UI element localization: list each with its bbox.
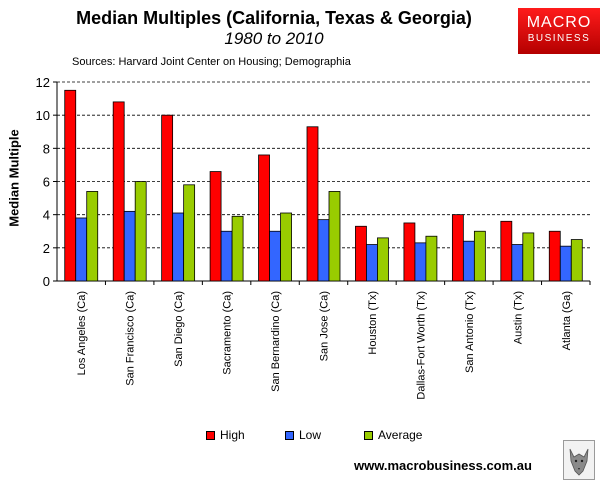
legend-item-low: Low — [285, 428, 321, 442]
x-tick-label: Sacramento (Ca) — [222, 291, 234, 375]
chart-title: Median Multiples (California, Texas & Ge… — [76, 8, 472, 28]
y-tick-label: 4 — [43, 208, 50, 223]
wolf-logo-icon — [563, 440, 595, 480]
bar-low — [414, 242, 427, 282]
sources-note: Sources: Harvard Joint Center on Housing… — [72, 56, 351, 68]
bar-low — [366, 244, 378, 282]
x-tick-label: Austin (Tx) — [512, 291, 524, 344]
y-tick-label: 8 — [43, 141, 50, 156]
x-tick-label: Houston (Tx) — [367, 291, 379, 355]
bar-average — [425, 235, 438, 282]
y-tick-label: 0 — [43, 274, 50, 289]
bar-average — [86, 191, 99, 282]
legend-label-low: Low — [299, 428, 322, 442]
bar-low — [75, 217, 88, 282]
y-tick-label: 10 — [36, 108, 50, 123]
logo-line-1: MACRO — [526, 14, 592, 31]
bar-average — [183, 184, 196, 282]
chart-subtitle: 1980 to 2010 — [224, 29, 324, 48]
x-tick-label: San Bernardino (Ca) — [270, 291, 282, 392]
bar-average — [231, 215, 244, 282]
bar-high — [112, 101, 125, 282]
bar-high — [161, 114, 174, 282]
bar-average — [522, 232, 535, 282]
y-tick-label: 2 — [43, 241, 50, 256]
website-url[interactable]: www.macrobusiness.com.au — [354, 458, 532, 473]
bar-average — [280, 212, 292, 282]
bar-high — [306, 126, 319, 282]
bar-average — [134, 181, 147, 282]
logo-line-2: BUSINESS — [527, 33, 591, 44]
bar-low — [511, 244, 524, 282]
bar-high — [355, 225, 367, 282]
legend: High Low Average — [0, 428, 606, 444]
bar-average — [328, 191, 341, 282]
x-tick-label: Dallas-Fort Worth (Tx) — [415, 291, 427, 400]
legend-swatch-low — [285, 430, 294, 440]
legend-swatch-average — [364, 430, 373, 440]
bar-high — [500, 220, 513, 282]
legend-label-high: High — [220, 428, 245, 442]
bar-average — [377, 237, 389, 282]
bar-high — [64, 89, 77, 282]
x-tick-label: San Antonio (Tx) — [464, 291, 476, 373]
x-tick-label: Atlanta (Ga) — [561, 291, 573, 350]
bar-high — [209, 171, 222, 282]
bar-low — [462, 240, 475, 282]
y-tick-label: 6 — [43, 175, 50, 190]
bar-average — [473, 230, 486, 282]
x-tick-label: San Diego (Ca) — [173, 291, 185, 367]
x-tick-label: Los Angeles (Ca) — [76, 291, 88, 375]
bar-chart: 0 2 4 6 8 10 12 Los Angeles (Ca) San Francisco (… — [36, 75, 591, 400]
legend-label-average: Average — [378, 428, 423, 442]
bar-high — [403, 222, 416, 282]
bar-high — [258, 154, 270, 282]
legend-item-high: High — [206, 428, 245, 442]
bar-low — [269, 230, 281, 282]
legend-item-average: Average — [364, 428, 422, 442]
bar-low — [220, 230, 233, 282]
x-tick-label: San Francisco (Ca) — [125, 291, 137, 386]
y-tick-label: 12 — [36, 75, 50, 90]
bar-high — [548, 230, 561, 282]
x-tick-label: San Jose (Ca) — [319, 291, 331, 361]
bar-low — [559, 245, 572, 282]
bar-low — [172, 212, 185, 282]
macrobusiness-logo[interactable]: MACRO BUSINESS — [518, 8, 600, 54]
bar-low — [317, 219, 330, 282]
bar-low — [123, 210, 136, 282]
legend-swatch-high — [206, 430, 215, 440]
bar-high — [451, 214, 464, 282]
bar-average — [570, 239, 583, 282]
